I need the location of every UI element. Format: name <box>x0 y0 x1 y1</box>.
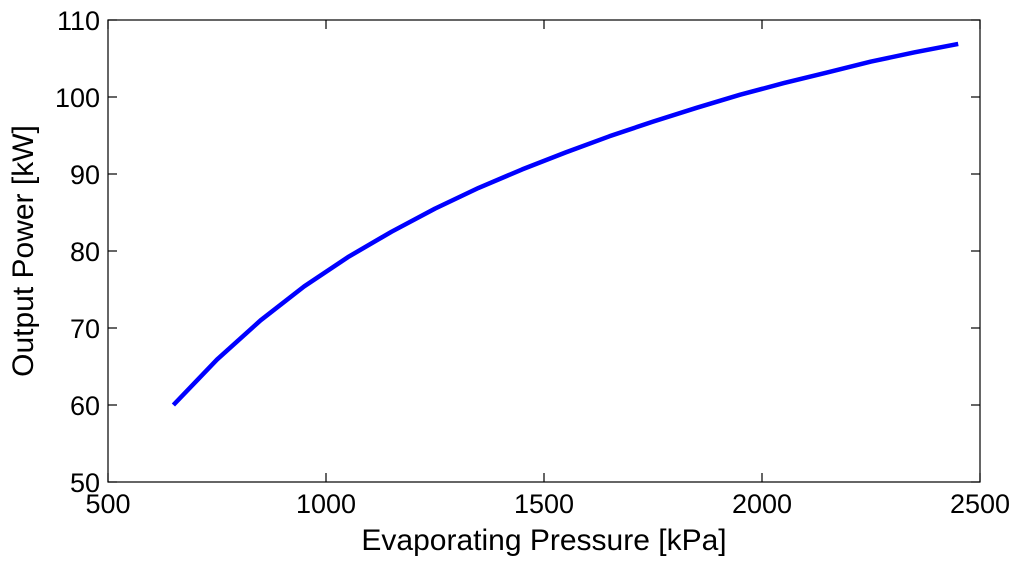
x-tick-label: 2000 <box>732 489 792 519</box>
series-line-1 <box>171 41 959 407</box>
y-tick-label: 80 <box>70 237 100 267</box>
y-tick-label: 90 <box>70 160 100 190</box>
axis-tick-labels: 500 1000 1500 2000 2500 50 60 70 80 90 100 110 <box>55 6 1010 519</box>
y-tick-label: 60 <box>70 391 100 421</box>
y-axis-label: Output Power [kW] <box>7 125 40 377</box>
x-axis-label: Evaporating Pressure [kPa] <box>361 524 726 557</box>
x-tick-label: 500 <box>85 489 130 519</box>
x-tick-label: 1000 <box>296 489 356 519</box>
data-series <box>171 41 959 407</box>
y-tick-label: 100 <box>55 83 100 113</box>
axis-ticks <box>107 19 981 483</box>
y-tick-label: 70 <box>70 314 100 344</box>
x-tick-label: 2500 <box>950 489 1010 519</box>
x-tick-label: 1500 <box>514 489 574 519</box>
y-tick-label: 50 <box>70 468 100 498</box>
y-tick-label: 110 <box>57 6 100 36</box>
